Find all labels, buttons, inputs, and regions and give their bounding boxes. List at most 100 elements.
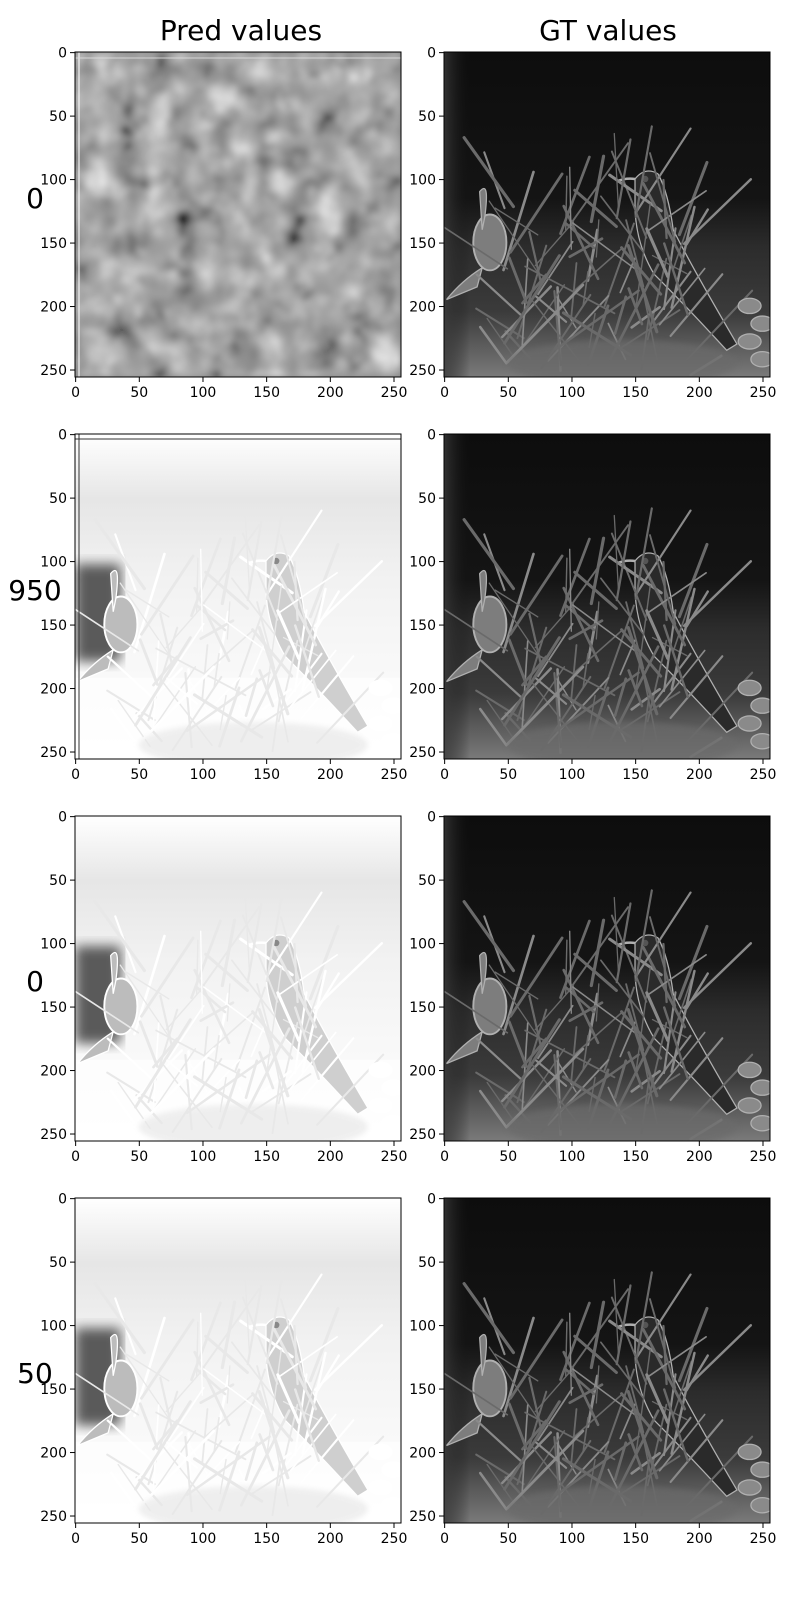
y-tick-label: 200: [40, 682, 67, 698]
image-panel-pred-3: [75, 816, 401, 1141]
x-tick-label: 0: [440, 767, 449, 783]
x-tick-label: 200: [686, 1149, 713, 1165]
y-tick-label: 100: [40, 555, 67, 571]
x-tick-label: 250: [381, 1531, 408, 1547]
y-tick-label: 50: [418, 873, 436, 889]
x-tick-label: 50: [130, 1149, 148, 1165]
y-tick-label: 150: [40, 1382, 67, 1398]
image-panel-pred-1: [75, 52, 401, 377]
y-tick-label: 150: [40, 1000, 67, 1016]
y-tick-label: 100: [409, 555, 436, 571]
y-tick-label: 250: [40, 363, 67, 379]
y-tick-label: 0: [58, 428, 67, 444]
y-tick-label: 50: [418, 1255, 436, 1271]
x-tick-label: 100: [190, 385, 217, 401]
x-tick-label: 100: [190, 1149, 217, 1165]
x-tick-label: 250: [750, 385, 777, 401]
x-tick-label: 150: [622, 1149, 649, 1165]
y-tick-label: 200: [40, 1064, 67, 1080]
y-tick-label: 0: [58, 1192, 67, 1208]
x-tick-label: 150: [253, 1149, 280, 1165]
x-tick-label: 100: [559, 767, 586, 783]
x-tick-label: 250: [381, 767, 408, 783]
y-tick-label: 0: [427, 810, 436, 826]
x-tick-label: 0: [71, 1149, 80, 1165]
x-tick-label: 200: [317, 767, 344, 783]
y-tick-label: 150: [409, 1000, 436, 1016]
y-tick-label: 200: [409, 682, 436, 698]
y-tick-label: 50: [49, 109, 67, 125]
x-tick-label: 0: [440, 1149, 449, 1165]
x-tick-label: 200: [317, 1149, 344, 1165]
x-tick-label: 0: [71, 767, 80, 783]
image-panel-pred-4: [75, 1198, 401, 1523]
x-tick-label: 150: [622, 1531, 649, 1547]
x-tick-label: 100: [190, 1531, 217, 1547]
x-tick-label: 250: [750, 1531, 777, 1547]
y-tick-label: 0: [58, 810, 67, 826]
y-tick-label: 150: [409, 1382, 436, 1398]
x-tick-label: 100: [559, 1531, 586, 1547]
y-tick-label: 200: [40, 1446, 67, 1462]
y-tick-label: 200: [409, 300, 436, 316]
x-tick-label: 250: [381, 385, 408, 401]
y-tick-label: 0: [427, 46, 436, 62]
y-tick-label: 0: [427, 428, 436, 444]
x-tick-label: 250: [750, 1149, 777, 1165]
x-tick-label: 50: [499, 385, 517, 401]
y-tick-label: 50: [49, 873, 67, 889]
y-tick-label: 100: [409, 173, 436, 189]
image-panel-gt-4: [444, 1198, 770, 1523]
y-tick-label: 50: [418, 491, 436, 507]
y-tick-label: 100: [40, 937, 67, 953]
row-label-4: 50: [17, 1357, 53, 1390]
y-tick-label: 200: [409, 1446, 436, 1462]
x-tick-label: 100: [559, 385, 586, 401]
x-tick-label: 50: [499, 767, 517, 783]
x-tick-label: 150: [622, 385, 649, 401]
y-tick-label: 100: [40, 173, 67, 189]
y-tick-label: 50: [49, 1255, 67, 1271]
x-tick-label: 50: [130, 767, 148, 783]
x-tick-label: 200: [686, 767, 713, 783]
x-tick-label: 0: [71, 385, 80, 401]
x-tick-label: 200: [317, 385, 344, 401]
x-tick-label: 50: [130, 1531, 148, 1547]
y-tick-label: 250: [409, 745, 436, 761]
pred-column-title: Pred values: [159, 14, 323, 47]
y-tick-label: 100: [409, 937, 436, 953]
image-panel-gt-3: [444, 816, 770, 1141]
y-tick-label: 250: [409, 1127, 436, 1143]
row-label-3: 0: [26, 965, 44, 998]
y-tick-label: 50: [49, 491, 67, 507]
x-tick-label: 0: [440, 385, 449, 401]
y-tick-label: 150: [409, 236, 436, 252]
x-tick-label: 50: [130, 385, 148, 401]
y-tick-label: 250: [409, 363, 436, 379]
image-panel-pred-2: [75, 434, 401, 759]
y-tick-label: 250: [409, 1509, 436, 1525]
x-tick-label: 200: [686, 385, 713, 401]
x-tick-label: 0: [71, 1531, 80, 1547]
y-tick-label: 0: [58, 46, 67, 62]
x-tick-label: 100: [559, 1149, 586, 1165]
image-panel-gt-2: [444, 434, 770, 759]
y-tick-label: 200: [409, 1064, 436, 1080]
image-panel-gt-1: [444, 52, 770, 377]
y-tick-label: 200: [40, 300, 67, 316]
y-tick-label: 100: [40, 1319, 67, 1335]
y-tick-label: 0: [427, 1192, 436, 1208]
x-tick-label: 250: [750, 767, 777, 783]
x-tick-label: 150: [253, 385, 280, 401]
x-tick-label: 150: [253, 1531, 280, 1547]
x-tick-label: 150: [253, 767, 280, 783]
x-tick-label: 150: [622, 767, 649, 783]
gt-column-title: GT values: [539, 14, 677, 47]
y-tick-label: 150: [40, 236, 67, 252]
y-tick-label: 100: [409, 1319, 436, 1335]
x-tick-label: 0: [440, 1531, 449, 1547]
x-tick-label: 50: [499, 1531, 517, 1547]
y-tick-label: 250: [40, 1509, 67, 1525]
y-tick-label: 150: [409, 618, 436, 634]
